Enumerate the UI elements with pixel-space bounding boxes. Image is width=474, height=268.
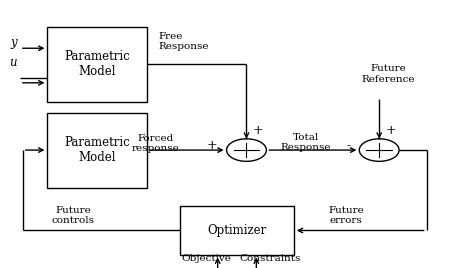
Bar	[47, 113, 147, 188]
Text: Total
Response: Total Response	[281, 133, 331, 152]
Text: Free
Response: Free Response	[159, 32, 210, 51]
Circle shape	[227, 139, 266, 161]
Text: Future
errors: Future errors	[328, 206, 364, 225]
Text: Parametric
Model: Parametric Model	[64, 136, 130, 164]
Text: y: y	[10, 36, 17, 49]
Text: Future
controls: Future controls	[52, 206, 95, 225]
Text: u: u	[9, 57, 17, 69]
Bar	[180, 206, 294, 255]
Text: +: +	[253, 124, 264, 137]
Text: Optimizer: Optimizer	[207, 224, 266, 237]
Text: Parametric
Model: Parametric Model	[64, 50, 130, 78]
Text: Forced
response: Forced response	[132, 134, 179, 153]
Circle shape	[359, 139, 399, 161]
Text: +: +	[386, 124, 396, 137]
Text: Future
Reference: Future Reference	[362, 64, 415, 84]
Text: +: +	[207, 139, 218, 152]
Text: -: -	[347, 140, 351, 152]
Text: Constraints: Constraints	[239, 254, 301, 263]
Text: Objective: Objective	[181, 254, 231, 263]
Bar	[47, 27, 147, 102]
